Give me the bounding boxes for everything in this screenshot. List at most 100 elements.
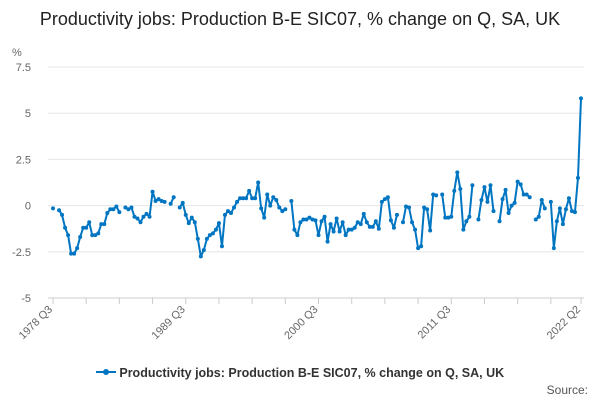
source-label: Source: [546, 383, 588, 397]
data-point [114, 204, 119, 209]
series-line [477, 184, 495, 220]
data-point [96, 231, 101, 236]
data-point [455, 170, 460, 175]
data-point [123, 205, 128, 210]
data-point [253, 196, 258, 201]
data-point [244, 196, 249, 201]
data-point [331, 229, 336, 234]
data-point [180, 200, 185, 205]
data-point [132, 214, 137, 219]
series-line [402, 193, 437, 250]
data-point [66, 233, 71, 238]
data-point [343, 233, 348, 238]
data-point [364, 220, 369, 225]
data-point [370, 224, 375, 229]
data-point [162, 199, 167, 204]
data-point [111, 207, 116, 212]
legend-line-marker-icon [95, 369, 116, 375]
data-point [458, 186, 463, 191]
data-point [334, 216, 339, 221]
data-point [322, 214, 327, 219]
data-point [256, 180, 261, 185]
data-point [316, 233, 321, 238]
data-point [126, 207, 131, 212]
data-point [410, 220, 415, 225]
data-point [404, 204, 409, 209]
data-point [150, 189, 155, 194]
data-point [518, 182, 523, 187]
data-point [274, 198, 279, 203]
data-point [304, 217, 309, 222]
data-point [497, 219, 502, 224]
data-point [563, 207, 568, 212]
data-point [446, 215, 451, 220]
data-point [512, 200, 517, 205]
y-tick-label: 0 [25, 201, 31, 213]
data-point [443, 215, 448, 220]
data-point [337, 229, 342, 234]
data-point [168, 201, 173, 206]
data-point [485, 199, 490, 204]
data-point [295, 233, 300, 238]
data-point [153, 198, 158, 203]
data-point [105, 210, 110, 215]
data-point [539, 198, 544, 203]
data-point [373, 219, 378, 224]
x-tick-label: 2011 Q3 [416, 304, 454, 342]
y-tick-label: -5 [21, 293, 31, 305]
data-point [117, 210, 122, 215]
data-point [416, 246, 421, 251]
data-point [216, 221, 221, 226]
data-point [108, 207, 113, 212]
data-point [147, 214, 152, 219]
data-point [63, 225, 68, 230]
data-point [144, 211, 149, 216]
data-point [289, 198, 294, 203]
data-point [400, 220, 405, 225]
data-point [376, 226, 381, 231]
data-point [422, 205, 427, 210]
data-point [379, 199, 384, 204]
data-point [506, 210, 511, 215]
data-point [84, 225, 89, 230]
chart-title: Productivity jobs: Production B-E SIC07,… [39, 9, 561, 29]
data-point [503, 187, 508, 192]
data-point [277, 205, 282, 210]
y-tick-label: -2.5 [12, 247, 31, 259]
data-point [129, 205, 134, 210]
data-point [271, 195, 276, 200]
data-point [340, 220, 345, 225]
data-point [355, 220, 360, 225]
data-point [467, 214, 472, 219]
data-point [183, 212, 188, 217]
data-point [280, 209, 285, 214]
data-point [388, 218, 393, 223]
data-point [141, 214, 146, 219]
data-point [325, 239, 330, 244]
data-point [579, 96, 583, 101]
data-point [482, 185, 487, 190]
data-point [479, 198, 484, 203]
data-point [238, 196, 243, 201]
data-point [391, 225, 396, 230]
x-tick-label: 2022 Q2 [545, 304, 583, 342]
data-point [440, 192, 445, 197]
data-point [250, 196, 255, 201]
data-point [328, 222, 333, 227]
data-point [265, 192, 270, 197]
data-point [292, 227, 297, 232]
series-line [549, 98, 582, 250]
data-point [93, 233, 98, 238]
data-point [434, 193, 439, 198]
data-point [102, 222, 107, 227]
data-point [259, 206, 264, 211]
data-point [358, 222, 363, 227]
y-axis-label: % [12, 47, 22, 59]
data-point [419, 244, 424, 249]
data-point [225, 209, 230, 214]
data-point [566, 196, 571, 201]
legend[interactable]: Productivity jobs: Production B-E SIC07,… [0, 366, 600, 380]
data-point [431, 192, 436, 197]
data-point [407, 205, 412, 210]
